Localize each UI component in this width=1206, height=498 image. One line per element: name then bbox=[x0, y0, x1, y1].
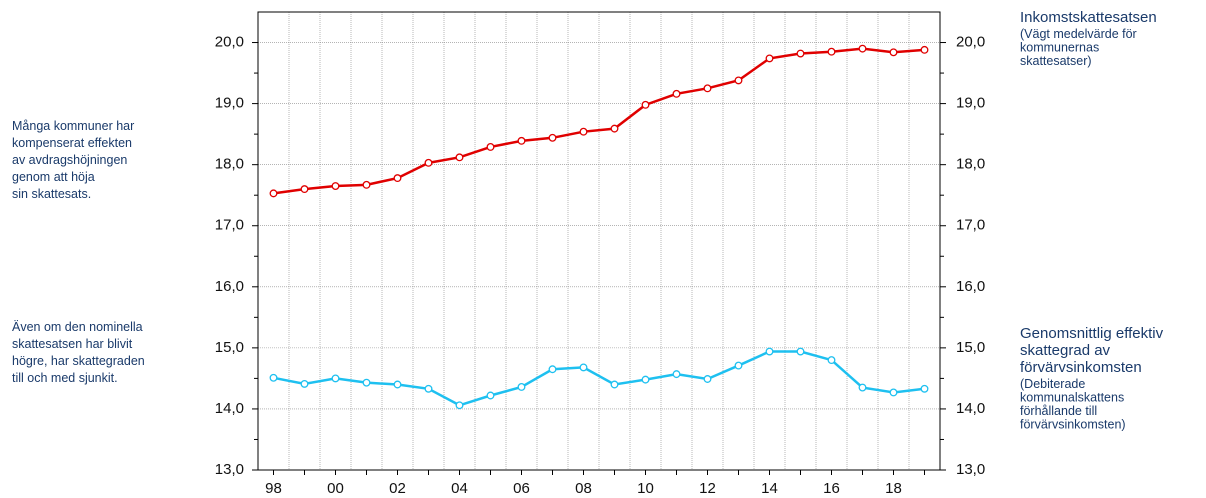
point bbox=[486, 143, 495, 151]
point bbox=[455, 153, 464, 162]
point bbox=[672, 89, 681, 98]
annotation: skattesatsen har blivit bbox=[12, 337, 133, 351]
point bbox=[517, 382, 526, 391]
y2-tick-label: 13,0 bbox=[956, 461, 985, 478]
series-line bbox=[273, 350, 925, 407]
point bbox=[889, 48, 898, 57]
point bbox=[920, 384, 929, 393]
point bbox=[548, 365, 557, 374]
annotation: Även om den nominella bbox=[12, 320, 143, 334]
legend-note: skattesatser) bbox=[1020, 54, 1092, 68]
point bbox=[920, 45, 929, 54]
point bbox=[579, 363, 588, 372]
point bbox=[641, 375, 650, 384]
y2-tick-label: 16,0 bbox=[956, 278, 985, 295]
point bbox=[300, 185, 309, 194]
point bbox=[703, 375, 712, 383]
point bbox=[827, 356, 836, 365]
point bbox=[703, 84, 712, 93]
point bbox=[269, 189, 278, 198]
legend-label: Inkomstskattesatsen bbox=[1020, 9, 1157, 26]
y2-tick-label: 14,0 bbox=[956, 400, 985, 417]
point bbox=[424, 158, 433, 167]
point bbox=[393, 380, 402, 389]
x-tick-label: 14 bbox=[761, 480, 778, 497]
y-tick-label: 16,0 bbox=[215, 278, 244, 295]
x-tick-label: 04 bbox=[451, 480, 468, 497]
annotation: högre, har skattegraden bbox=[12, 354, 145, 368]
x-tick-label: 16 bbox=[823, 480, 840, 497]
point bbox=[734, 76, 743, 85]
plot-frame bbox=[257, 11, 941, 471]
point bbox=[796, 347, 805, 356]
legend-label: Genomsnittlig effektiv bbox=[1020, 325, 1164, 342]
point bbox=[300, 379, 309, 388]
legend-note: kommunernas bbox=[1020, 41, 1099, 55]
annotation: genom att höja bbox=[12, 170, 95, 184]
legend-note: (Debiterade bbox=[1020, 377, 1085, 391]
x-tick-label: 10 bbox=[637, 480, 654, 497]
point bbox=[672, 370, 681, 379]
point bbox=[269, 373, 278, 382]
series-line bbox=[273, 47, 925, 195]
x-tick-label: 12 bbox=[699, 480, 716, 497]
annotation: av avdragshöjningen bbox=[12, 153, 127, 167]
y-tick-label: 17,0 bbox=[215, 217, 244, 234]
legend-note: (Vägt medelvärde för bbox=[1020, 27, 1137, 41]
y-tick-label: 13,0 bbox=[215, 461, 244, 478]
point bbox=[393, 174, 402, 183]
point bbox=[517, 136, 526, 145]
y-tick-label: 19,0 bbox=[215, 95, 244, 112]
y-tick-label: 15,0 bbox=[215, 339, 244, 356]
x-tick-label: 02 bbox=[389, 480, 406, 497]
y2-tick-label: 18,0 bbox=[956, 156, 985, 173]
y-tick-label: 14,0 bbox=[215, 400, 244, 417]
annotation: till och med sjunkit. bbox=[12, 371, 118, 385]
y-tick-label: 20,0 bbox=[215, 34, 244, 51]
legend-label: förvärvsinkomsten bbox=[1020, 359, 1142, 376]
point bbox=[827, 47, 836, 56]
point bbox=[486, 391, 495, 400]
point bbox=[858, 44, 867, 53]
point bbox=[548, 133, 557, 142]
x-tick-label: 08 bbox=[575, 480, 592, 497]
legend-note: kommunalskattens bbox=[1020, 391, 1124, 405]
y2-tick-label: 17,0 bbox=[956, 217, 985, 234]
point bbox=[734, 361, 743, 370]
legend-note: förhållande till bbox=[1020, 404, 1097, 418]
x-tick-label: 06 bbox=[513, 480, 530, 497]
point bbox=[331, 374, 340, 383]
annotation: kompenserat effekten bbox=[12, 136, 132, 150]
point bbox=[889, 388, 898, 397]
annotation: Många kommuner har bbox=[12, 119, 134, 133]
point bbox=[362, 378, 371, 387]
point bbox=[858, 383, 867, 392]
x-tick-label: 98 bbox=[265, 480, 282, 497]
x-tick-label: 00 bbox=[327, 480, 344, 497]
point bbox=[796, 49, 805, 58]
point bbox=[641, 100, 650, 109]
point bbox=[331, 182, 340, 190]
x-tick-label: 18 bbox=[885, 480, 902, 497]
point bbox=[765, 54, 774, 63]
y2-tick-label: 19,0 bbox=[956, 95, 985, 112]
point bbox=[424, 384, 433, 393]
point bbox=[765, 347, 774, 356]
point bbox=[455, 401, 464, 410]
point bbox=[610, 124, 619, 133]
legend-label: skattegrad av bbox=[1020, 342, 1111, 359]
y-tick-label: 18,0 bbox=[215, 156, 244, 173]
point bbox=[362, 180, 371, 189]
point bbox=[610, 380, 619, 389]
y2-tick-label: 20,0 bbox=[956, 34, 985, 51]
annotation: sin skattesats. bbox=[12, 187, 91, 201]
y2-tick-label: 15,0 bbox=[956, 339, 985, 356]
legend-note: förvärvsinkomsten) bbox=[1020, 418, 1126, 432]
point bbox=[579, 127, 588, 136]
